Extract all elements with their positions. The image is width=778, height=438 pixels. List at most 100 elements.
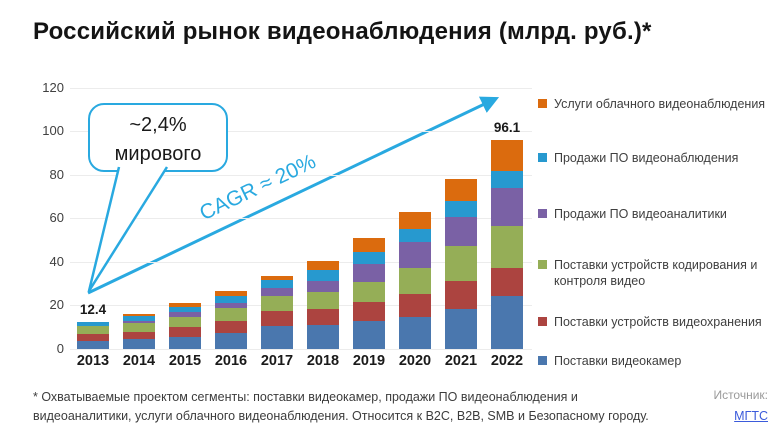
bar-segment xyxy=(77,321,109,326)
x-label-2016: 2016 xyxy=(214,353,248,369)
gridline-120 xyxy=(70,88,532,89)
bar-segment xyxy=(261,288,293,297)
bar-value-label-2013: 12.4 xyxy=(79,301,107,317)
bar-segment xyxy=(169,312,201,318)
x-label-2020: 2020 xyxy=(398,353,432,369)
bar-segment xyxy=(307,261,339,271)
bar-segment xyxy=(445,280,477,309)
x-label-2018: 2018 xyxy=(306,353,340,369)
bar-segment xyxy=(353,263,385,282)
source-block: Источник: МГТС xyxy=(713,386,768,428)
bar-segment xyxy=(399,242,431,268)
bar-segment xyxy=(215,333,247,349)
bar-segment xyxy=(445,308,477,349)
bar-2019 xyxy=(353,237,385,349)
x-label-2013: 2013 xyxy=(76,353,110,369)
bar-2016 xyxy=(215,291,247,349)
bar-segment xyxy=(445,216,477,247)
legend-swatch-icon xyxy=(538,317,547,326)
bar-segment xyxy=(491,295,523,349)
bar-segment xyxy=(307,325,339,349)
source-label: Источник: xyxy=(713,388,768,402)
gridline-40 xyxy=(70,261,532,263)
bar-segment xyxy=(77,326,109,334)
bar-segment xyxy=(353,251,385,264)
bar-2017 xyxy=(261,276,293,349)
source-link[interactable]: МГТС xyxy=(734,409,768,423)
bar-segment xyxy=(261,296,293,311)
callout-line1: ~2,4% xyxy=(129,114,187,136)
bar-segment xyxy=(123,339,155,349)
legend-label: Услуги облачного видеонаблюдения xyxy=(554,97,766,111)
bar-segment xyxy=(215,307,247,322)
legend-item: Поставки устройств кодирования и контрол… xyxy=(538,257,774,289)
legend-swatch-icon xyxy=(538,209,547,218)
bar-2013 xyxy=(77,321,109,349)
bar-segment xyxy=(353,237,385,252)
bar-segment xyxy=(261,276,293,281)
bar-segment xyxy=(491,225,523,268)
y-tick-20: 20 xyxy=(49,297,64,313)
bar-segment xyxy=(123,323,155,332)
legend-item: Продажи ПО видеонаблюдения xyxy=(538,150,774,166)
legend-swatch-icon xyxy=(538,153,547,162)
bar-segment xyxy=(399,212,431,229)
bar-segment xyxy=(399,228,431,243)
legend-label: Поставки видеокамер xyxy=(554,354,682,368)
bar-segment xyxy=(261,280,293,289)
bar-2020 xyxy=(399,212,431,349)
bar-segment xyxy=(399,294,431,317)
y-tick-60: 60 xyxy=(49,210,64,226)
bar-segment xyxy=(261,326,293,349)
legend-item: Поставки видеокамер xyxy=(538,353,774,369)
bar-segment xyxy=(123,313,155,317)
bar-segment xyxy=(491,171,523,189)
bar-segment xyxy=(123,321,155,324)
callout-bubble: ~2,4% мирового xyxy=(88,103,228,172)
legend-label: Поставки устройств видеохранения xyxy=(554,315,762,329)
y-tick-0: 0 xyxy=(56,340,64,356)
bar-segment xyxy=(169,303,201,307)
legend-label: Продажи ПО видеоаналитики xyxy=(554,207,727,221)
bar-segment xyxy=(399,267,431,295)
bar-segment xyxy=(307,308,339,326)
bar-segment xyxy=(169,306,201,313)
bar-segment xyxy=(261,310,293,327)
legend-swatch-icon xyxy=(538,260,547,269)
gridline-60 xyxy=(70,218,532,220)
bar-segment xyxy=(215,321,247,334)
y-tick-40: 40 xyxy=(49,253,64,269)
chart-legend: Услуги облачного видеонаблюдения Продажи … xyxy=(538,93,774,373)
legend-item: Поставки устройств видеохранения xyxy=(538,314,774,330)
bar-segment xyxy=(307,291,339,309)
bar-segment xyxy=(353,301,385,322)
bar-segment xyxy=(491,267,523,296)
bar-segment xyxy=(123,316,155,322)
bar-segment xyxy=(215,296,247,304)
gridline-20 xyxy=(70,305,532,307)
legend-item: Услуги облачного видеонаблюдения xyxy=(538,96,774,112)
x-label-2022: 2022 xyxy=(490,353,524,369)
x-label-2014: 2014 xyxy=(122,353,156,369)
y-tick-80: 80 xyxy=(49,166,64,182)
bar-value-label-2022: 96.1 xyxy=(493,119,521,135)
y-tick-120: 120 xyxy=(42,80,64,95)
bar-segment xyxy=(307,281,339,292)
bar-segment xyxy=(399,317,431,349)
bar-segment xyxy=(123,331,155,340)
bar-segment xyxy=(77,340,109,349)
legend-swatch-icon xyxy=(538,99,547,108)
x-label-2019: 2019 xyxy=(352,353,386,369)
legend-label: Поставки устройств кодирования и контрол… xyxy=(554,258,758,288)
bar-2018 xyxy=(307,261,339,349)
bar-segment xyxy=(491,188,523,226)
bar-2014 xyxy=(123,313,155,349)
x-label-2017: 2017 xyxy=(260,353,294,369)
page-title: Российский рынок видеонаблюдения (млрд. … xyxy=(33,18,652,45)
legend-item: Продажи ПО видеоаналитики xyxy=(538,206,774,222)
bar-segment xyxy=(215,303,247,308)
bar-segment xyxy=(353,321,385,349)
bar-2015 xyxy=(169,303,201,349)
footnote: * Охватываемые проектом сегменты: постав… xyxy=(33,390,649,424)
gridline-100 xyxy=(70,131,532,133)
